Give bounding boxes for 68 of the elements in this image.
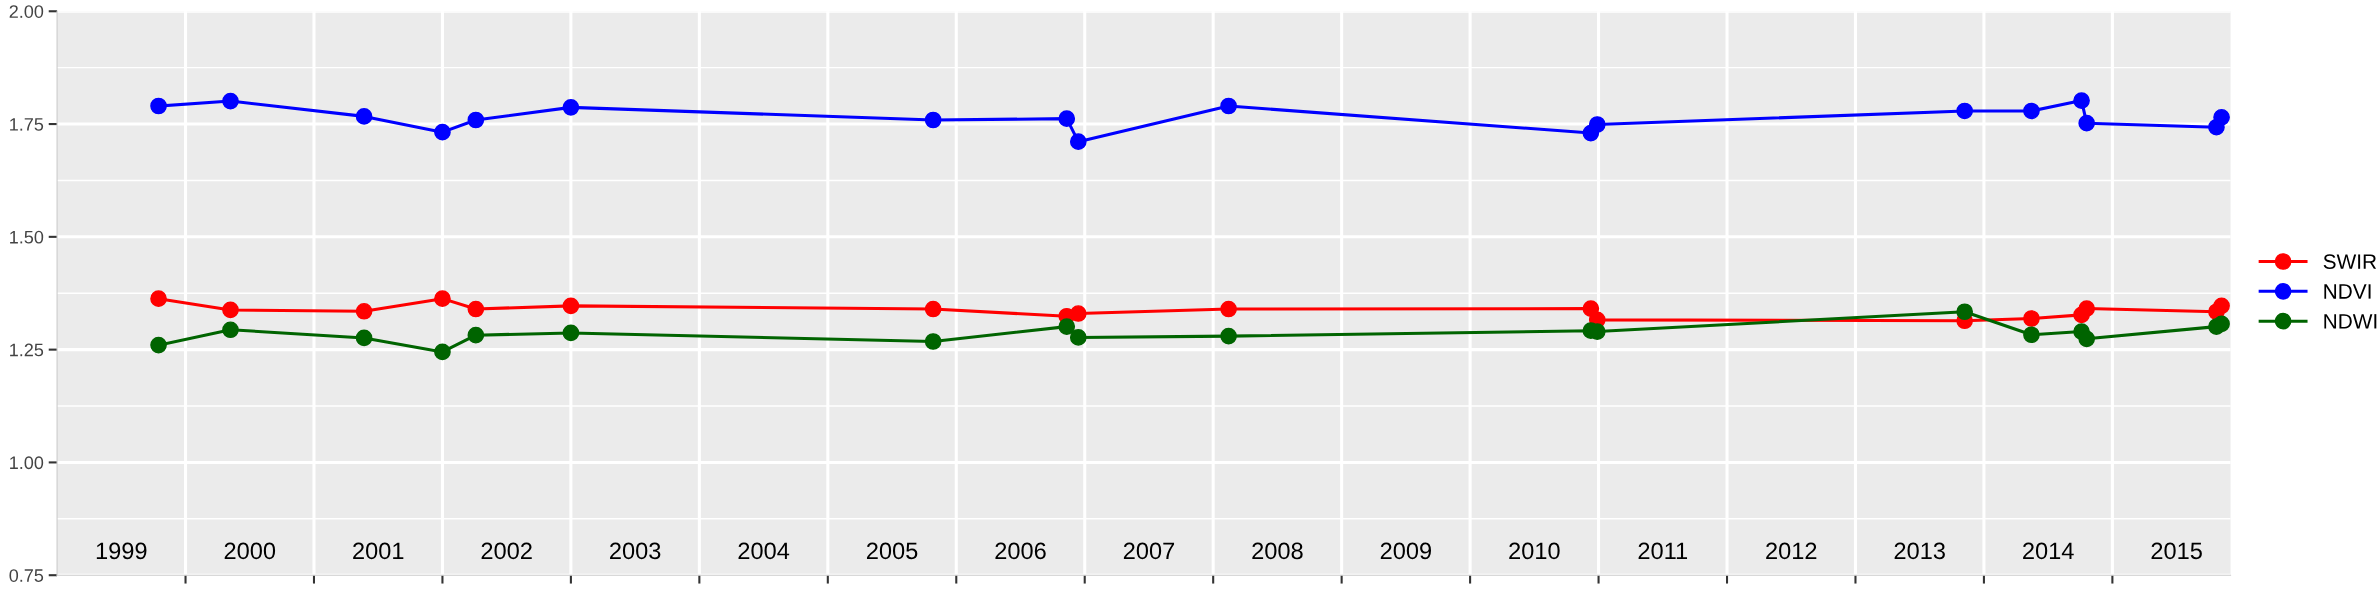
- point: [1069, 305, 1087, 322]
- legend-label: SWIR: [2323, 254, 2377, 269]
- point: [434, 290, 451, 307]
- point: [1069, 133, 1087, 150]
- legend-label: NDVI: [2324, 284, 2371, 299]
- point: [2073, 92, 2090, 109]
- point: [150, 336, 167, 354]
- x-tick-label: 2012: [1766, 542, 1817, 560]
- point: [355, 329, 373, 347]
- x-tick-label: 2007: [1123, 542, 1175, 560]
- x-tick-label: 2008: [1252, 542, 1303, 560]
- x-tick-label: 2000: [224, 542, 276, 560]
- point: [2078, 330, 2096, 348]
- y-tick-label: 1.00: [10, 456, 44, 470]
- point: [150, 97, 167, 115]
- x-tick-label: 2005: [866, 542, 918, 560]
- y-tick-label: 1.25: [10, 343, 44, 357]
- y-tick-label: 1.50: [10, 230, 44, 244]
- point: [355, 302, 373, 320]
- point: [1956, 102, 1973, 120]
- legend-label: NDWI: [2324, 314, 2377, 329]
- point: [924, 333, 942, 350]
- x-tick-label: 2001: [353, 542, 404, 560]
- point: [2213, 315, 2230, 333]
- point: [467, 111, 485, 129]
- x-tick-label: 2010: [1509, 542, 1560, 560]
- x-tick-label: 2014: [2023, 542, 2074, 560]
- x-tick-label: 2003: [610, 542, 661, 560]
- point: [434, 343, 451, 361]
- point: [355, 108, 373, 125]
- point: [2078, 300, 2096, 317]
- y-tick-label: 1.75: [10, 118, 44, 131]
- point: [1220, 97, 1237, 115]
- point: [150, 290, 167, 307]
- point: [222, 301, 239, 319]
- point: [1058, 110, 1076, 127]
- point: [222, 92, 239, 110]
- x-tick-label: 2002: [481, 542, 532, 560]
- x-tick-label: 2013: [1894, 542, 1945, 560]
- point: [1069, 329, 1087, 346]
- point: [1058, 318, 1076, 335]
- point: [924, 111, 942, 129]
- y-tick-label: 0.75: [9, 569, 44, 582]
- point: [2023, 102, 2040, 120]
- point: [562, 324, 580, 342]
- x-tick-label: 1999: [96, 542, 147, 560]
- point: [2078, 114, 2096, 132]
- point: [2213, 297, 2230, 315]
- x-tick-label: 2015: [2151, 542, 2202, 560]
- point: [222, 321, 239, 339]
- point: [924, 300, 942, 318]
- x-tick-label: 2011: [1638, 542, 1688, 560]
- x-tick-label: 2006: [995, 542, 1046, 560]
- point: [1220, 327, 1237, 345]
- point: [2023, 326, 2040, 344]
- point: [467, 326, 485, 344]
- point: [562, 297, 580, 315]
- point: [1588, 116, 1606, 133]
- point: [1956, 303, 1973, 321]
- point: [562, 99, 580, 116]
- point: [467, 300, 485, 318]
- point: [2023, 310, 2040, 327]
- point: [1220, 300, 1237, 318]
- point: [2213, 108, 2230, 126]
- point: [434, 123, 451, 141]
- x-tick-label: 2009: [1380, 542, 1432, 560]
- y-tick-label: 2.00: [9, 5, 44, 18]
- x-tick-label: 2004: [738, 542, 790, 560]
